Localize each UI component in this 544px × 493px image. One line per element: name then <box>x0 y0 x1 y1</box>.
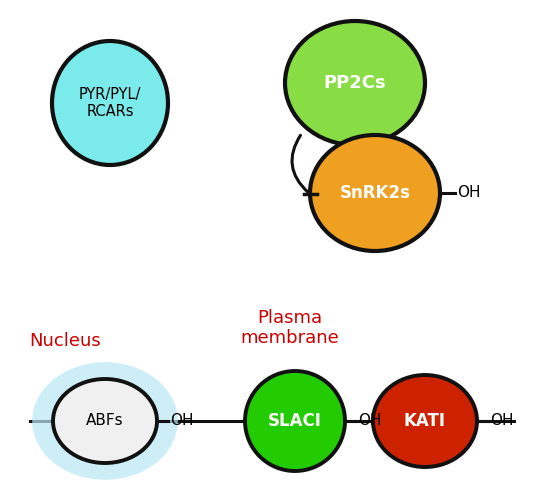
Ellipse shape <box>245 371 345 471</box>
Ellipse shape <box>53 379 157 463</box>
Ellipse shape <box>32 362 178 480</box>
Text: OH: OH <box>457 185 480 201</box>
Ellipse shape <box>52 41 168 165</box>
Ellipse shape <box>310 135 440 251</box>
Text: Plasma
membrane: Plasma membrane <box>240 309 339 348</box>
Text: SLACI: SLACI <box>268 412 322 430</box>
Text: OH: OH <box>490 414 514 428</box>
Text: OH: OH <box>170 414 194 428</box>
Text: OH: OH <box>358 414 381 428</box>
Ellipse shape <box>373 375 477 467</box>
Text: SnRK2s: SnRK2s <box>339 184 410 202</box>
Text: Nucleus: Nucleus <box>29 332 101 350</box>
Text: PYR/PYL/
RCARs: PYR/PYL/ RCARs <box>79 87 141 119</box>
Text: PP2Cs: PP2Cs <box>324 74 386 92</box>
Ellipse shape <box>285 21 425 145</box>
Text: KATI: KATI <box>404 412 446 430</box>
Text: ABFs: ABFs <box>86 414 124 428</box>
